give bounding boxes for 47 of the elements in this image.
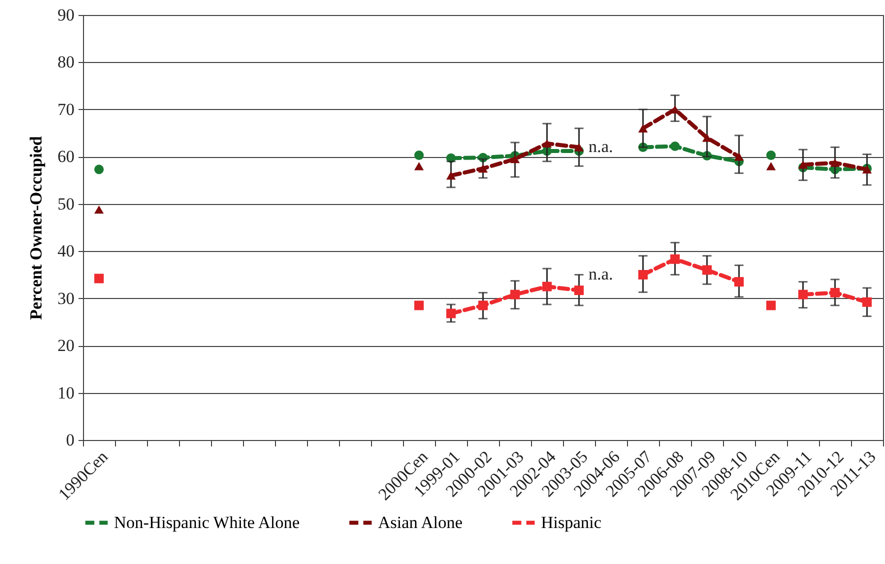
point (830, 158, 840, 167)
point (478, 164, 488, 173)
point (734, 152, 744, 161)
y-tick-label: 10 (58, 383, 74, 402)
y-tick-label: 50 (58, 194, 74, 214)
point (414, 300, 424, 310)
y-tick-label: 90 (58, 6, 74, 24)
point (766, 150, 776, 160)
annotation: n.a. (588, 264, 613, 284)
point (574, 143, 584, 152)
point (414, 162, 424, 170)
legend-label: Asian Alone (378, 512, 463, 532)
point (638, 124, 648, 132)
y-tick-label: 40 (58, 242, 74, 261)
y-tick-label: 80 (58, 52, 74, 72)
annotation: n.a. (588, 137, 613, 156)
y-tick-label: 30 (58, 288, 74, 308)
point (574, 286, 584, 296)
point (638, 270, 648, 280)
point (766, 162, 776, 170)
point (510, 290, 520, 300)
point (798, 290, 808, 300)
point (862, 297, 872, 307)
y-tick-label: 60 (58, 147, 74, 166)
point (414, 150, 424, 160)
y-tick-label: 20 (58, 336, 74, 356)
point (94, 164, 104, 174)
legend-label: Non-Hispanic White Alone (114, 512, 300, 532)
point (542, 139, 552, 148)
point (94, 205, 104, 214)
y-tick-label: 70 (58, 100, 74, 119)
point (670, 254, 680, 264)
legend-label: Hispanic (541, 512, 602, 532)
point (734, 277, 744, 287)
point (702, 265, 712, 275)
point (446, 171, 456, 180)
point (830, 288, 840, 298)
point (670, 142, 680, 152)
y-tick-label: 0 (66, 430, 74, 450)
point (94, 274, 104, 284)
point (766, 300, 776, 310)
y-axis-title: Percent Owner-Occupied (26, 136, 46, 320)
point (478, 300, 488, 310)
point (446, 308, 456, 318)
point (510, 154, 520, 164)
point (542, 282, 552, 292)
point (798, 160, 808, 169)
